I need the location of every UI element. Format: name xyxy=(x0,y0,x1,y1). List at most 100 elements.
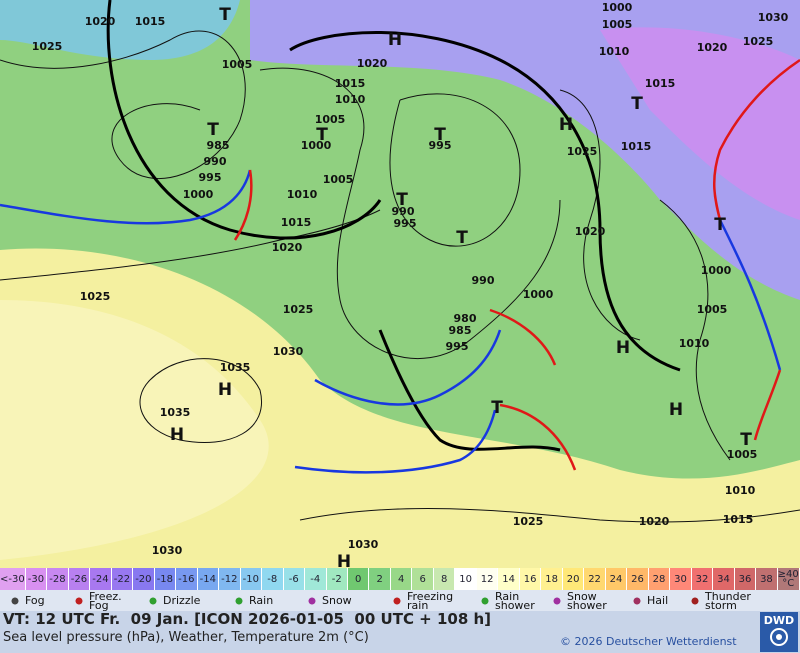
valid-time: VT: 12 UTC Fr. 09 Jan. [ICON 2026-01-05 … xyxy=(3,610,492,628)
isobar-label: 1000 xyxy=(523,288,554,301)
isobar-label: 1015 xyxy=(135,15,166,28)
legend-icon xyxy=(232,594,246,607)
high-pressure: H xyxy=(616,338,630,358)
high-pressure: H xyxy=(388,30,402,50)
legend-item: Freez. Fog xyxy=(72,590,141,611)
legend-icon xyxy=(146,594,160,607)
isobar-label: 1030 xyxy=(273,345,304,358)
legend-icon xyxy=(550,594,564,607)
isobar-label: 1000 xyxy=(301,139,332,152)
high-pressure: H xyxy=(218,380,232,400)
scale-cell: 26 xyxy=(627,568,649,590)
legend-label: Rain xyxy=(249,594,274,607)
scale-cell: 6 xyxy=(412,568,434,590)
isobar-label: 1000 xyxy=(602,1,633,14)
cold-area xyxy=(0,0,240,60)
legend-item: Thunder storm xyxy=(688,590,757,611)
low-pressure: T xyxy=(396,190,408,210)
high-pressure: H xyxy=(669,400,683,420)
isobar-label: 1015 xyxy=(645,77,676,90)
isobar-label: 995 xyxy=(446,340,469,353)
logo-text: DWD xyxy=(763,614,795,627)
scale-cell: -22 xyxy=(111,568,134,590)
isobar-label: 985 xyxy=(207,139,230,152)
legend-icon xyxy=(688,594,702,607)
scale-cell: -28 xyxy=(47,568,69,590)
legend-label: Hail xyxy=(647,594,669,607)
isobar-label: 1005 xyxy=(727,448,758,461)
high-pressure: H xyxy=(170,425,184,445)
legend-icon xyxy=(390,594,404,607)
scale-cell: ≥40 °C xyxy=(777,568,800,590)
isobar-label: 995 xyxy=(199,171,222,184)
legend-icon xyxy=(72,594,86,607)
fronts xyxy=(0,58,800,474)
scale-cell: -2 xyxy=(326,568,348,590)
isobar-label: 990 xyxy=(204,155,227,168)
legend-icon xyxy=(478,594,492,607)
isobar-label: 1030 xyxy=(152,544,183,557)
scale-cell: -20 xyxy=(133,568,155,590)
dwd-logo: DWD xyxy=(760,612,798,652)
scale-cell: 36 xyxy=(734,568,757,590)
legend-icon xyxy=(630,594,644,607)
thick-isobars xyxy=(106,0,681,452)
isobar-label: 1000 xyxy=(183,188,214,201)
isobar-label: 1005 xyxy=(315,113,346,126)
isobar-label: 1020 xyxy=(85,15,116,28)
legend-label: Freez. Fog xyxy=(89,589,122,612)
scale-cell: -6 xyxy=(283,568,306,590)
scale-cell: 12 xyxy=(476,568,499,590)
low-pressure: T xyxy=(740,430,752,450)
scale-cell: 0 xyxy=(347,568,370,590)
isobar-label: 1030 xyxy=(758,11,789,24)
scale-cell: 34 xyxy=(713,568,735,590)
legend-item: Freezing rain xyxy=(390,590,459,611)
scale-cell: 18 xyxy=(541,568,563,590)
high-pressure: H xyxy=(337,552,351,568)
scale-cell: 22 xyxy=(584,568,606,590)
legend-item: Rain shower xyxy=(478,590,547,611)
scale-cell: -18 xyxy=(154,568,177,590)
isobar-label: 1025 xyxy=(283,303,314,316)
high-pressure: H xyxy=(559,115,573,135)
isobars xyxy=(0,30,800,523)
legend-label: Thunder storm xyxy=(705,589,751,612)
isobar-label: 1015 xyxy=(621,140,652,153)
legend-label: Snow shower xyxy=(567,589,607,612)
description: Sea level pressure (hPa), Weather, Tempe… xyxy=(3,630,369,645)
scale-cell: 2 xyxy=(369,568,391,590)
isobar-label: 1025 xyxy=(743,35,774,48)
scale-cell: -24 xyxy=(90,568,112,590)
low-pressure: T xyxy=(316,125,328,145)
low-pressure: T xyxy=(207,120,219,140)
logo-icon xyxy=(770,628,788,646)
isobar-label: 1015 xyxy=(723,513,754,526)
temperature-scale: <-30 -30 -28 -26 -24 -22 -20 -18 -16 -14 -12 -10 -8-… xyxy=(0,568,800,590)
isobar-label: 1025 xyxy=(80,290,111,303)
isobar-label: 985 xyxy=(449,324,472,337)
isobar-label: 1020 xyxy=(697,41,728,54)
isobar-label: 1005 xyxy=(323,173,354,186)
scale-cell: -14 xyxy=(197,568,220,590)
scale-cell: 32 xyxy=(691,568,714,590)
low-pressure: T xyxy=(631,94,643,114)
legend-label: Drizzle xyxy=(163,594,201,607)
scale-cell: 38 xyxy=(756,568,778,590)
isobar-label: 1010 xyxy=(679,337,710,350)
scale-cell: 4 xyxy=(390,568,413,590)
legend-icon xyxy=(8,594,22,607)
scale-cell: -4 xyxy=(305,568,327,590)
warm-area xyxy=(0,300,269,560)
isobar-label: 990 xyxy=(472,274,495,287)
isobar-label: 1025 xyxy=(513,515,544,528)
isobar-label: 1020 xyxy=(272,241,303,254)
isobar-label: 1035 xyxy=(160,406,191,419)
isobar-label: 1030 xyxy=(348,538,379,551)
isobar-label: 1010 xyxy=(599,45,630,58)
legend-item: Rain xyxy=(232,590,273,611)
low-pressure: T xyxy=(456,228,468,248)
scale-cell: 10 xyxy=(455,568,477,590)
legend-item: Drizzle xyxy=(146,590,200,611)
